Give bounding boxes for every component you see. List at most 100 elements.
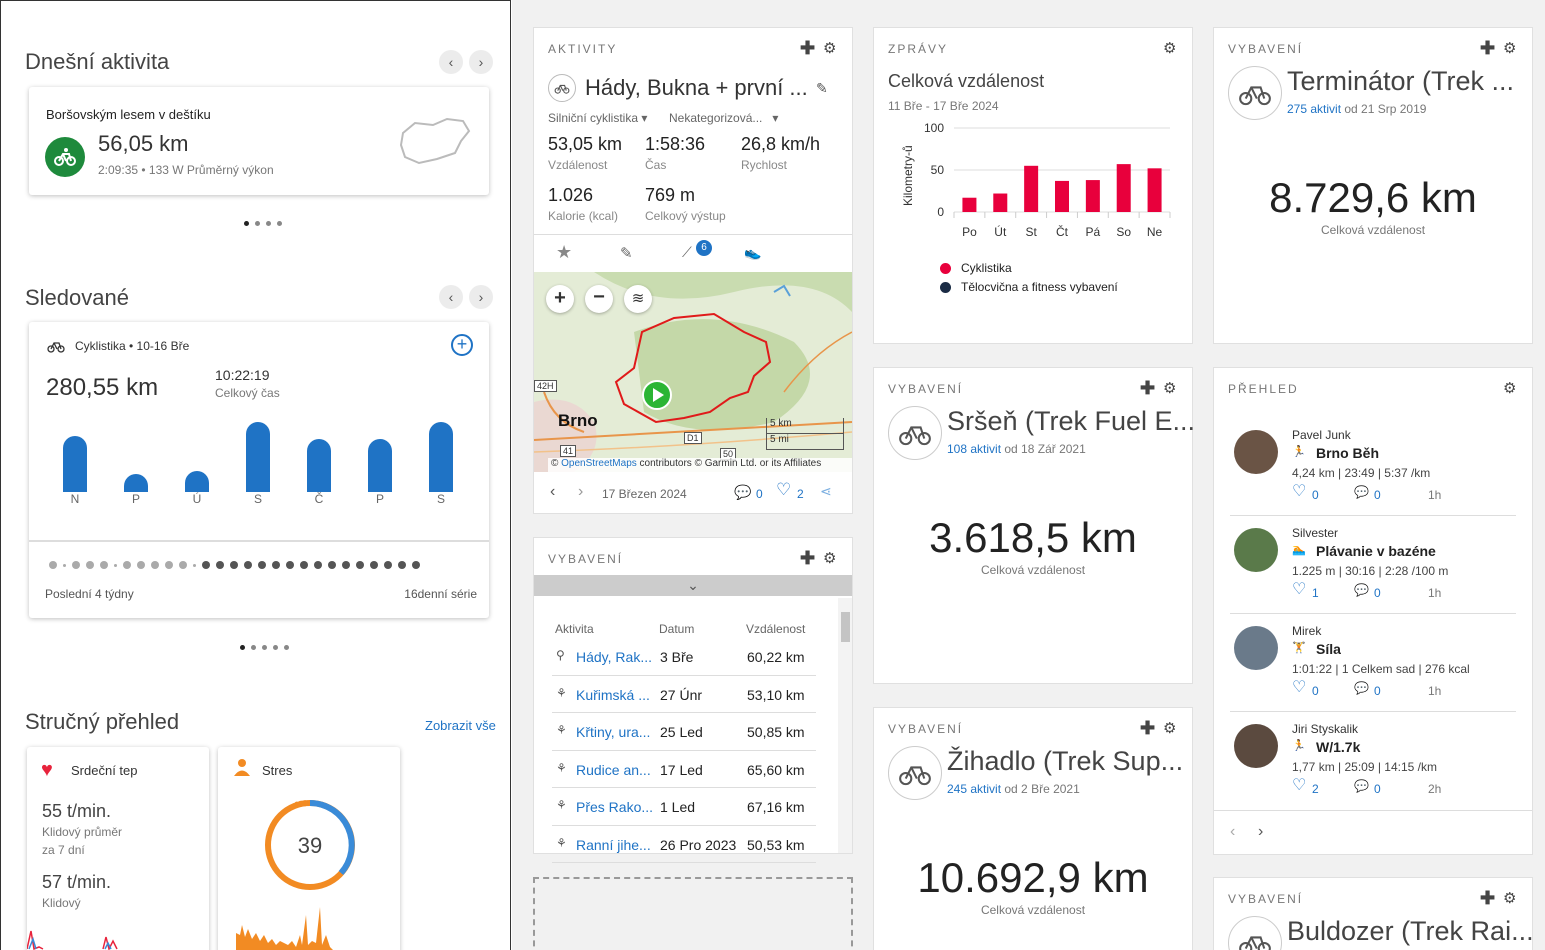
gear-icon[interactable]: ⚙	[823, 550, 837, 567]
add-icon[interactable]: ✚	[1140, 718, 1156, 738]
gear-card[interactable]: VYBAVENÍ ✚ ⚙ Žihadlo (Trek Sup... 245 ak…	[873, 707, 1193, 950]
add-icon[interactable]: ✚	[800, 38, 816, 58]
edit-note-icon[interactable]: ✎	[620, 245, 633, 262]
row-activity-link[interactable]: Křtiny, ura...	[576, 724, 651, 740]
gear-icon[interactable]: ⚙	[1163, 720, 1177, 737]
add-icon[interactable]: ✚	[800, 548, 816, 568]
feed-user[interactable]: Mirek	[1292, 624, 1322, 638]
share-icon[interactable]: ⋖	[820, 483, 832, 499]
feed-title[interactable]: Síla	[1316, 641, 1341, 657]
gear-icon[interactable]: ⚙	[1503, 380, 1517, 397]
feed-title[interactable]: Brno Běh	[1316, 445, 1379, 461]
today-activity-card[interactable]: Boršovským lesem v deštíku 56,05 km 2:09…	[29, 87, 489, 195]
bar[interactable]	[1085, 180, 1100, 212]
next-arrow-icon[interactable]: ›	[578, 483, 584, 500]
gear-name[interactable]: Žihadlo (Trek Sup...	[947, 746, 1184, 776]
pencil-icon[interactable]: ✎	[816, 80, 828, 96]
gear-name[interactable]: Buldozer (Trek Rai...	[1287, 916, 1534, 946]
avatar[interactable]	[1234, 724, 1278, 768]
add-widget-placeholder[interactable]	[533, 877, 853, 950]
add-icon[interactable]: ✚	[1480, 38, 1496, 58]
row-activity-link[interactable]: Ranní jihe...	[576, 836, 651, 853]
add-icon[interactable]: ✚	[1140, 378, 1156, 398]
table-row[interactable]: ⚘ Rudice an... 17 Led 65,60 km	[552, 751, 816, 788]
gear-icon[interactable]: ⚙	[1503, 40, 1517, 57]
table-row[interactable]: ⚘ Ranní jihe... 26 Pro 2023 50,53 km	[552, 826, 816, 863]
bar[interactable]	[1116, 164, 1131, 212]
gear-icon[interactable]: ⚙	[1163, 380, 1177, 397]
table-row[interactable]: ⚲ Hády, Rak... 3 Bře 60,22 km	[552, 638, 816, 676]
add-icon[interactable]: ✚	[1480, 888, 1496, 908]
activity-title[interactable]: Hády, Bukna + první ...	[585, 75, 808, 100]
gear-card[interactable]: VYBAVENÍ ✚ ⚙ Sršeň (Trek Fuel E... 108 a…	[873, 367, 1196, 684]
row-activity-link[interactable]: Hády, Rak...	[576, 649, 652, 665]
next-arrow-icon[interactable]: ›	[1258, 823, 1264, 840]
feed-item[interactable]: Pavel Junk 🏃 Brno Běh 4,24 km | 23:49 | 5:3…	[1230, 418, 1516, 516]
gear-activities-link[interactable]: 108 aktivit	[947, 442, 1002, 456]
table-row[interactable]: ⚘ Kuřimská ... 27 Únr 53,10 km	[552, 676, 816, 713]
bar[interactable]	[1147, 168, 1162, 212]
prev-arrow-icon[interactable]: ‹	[1230, 823, 1236, 840]
gear-activities-link[interactable]: 275 aktivit	[1287, 102, 1342, 116]
layers-icon[interactable]: ≋	[624, 285, 652, 313]
like-icon[interactable]: ♡	[1292, 581, 1307, 598]
avatar[interactable]	[1234, 626, 1278, 670]
gear-icon[interactable]: ⚙	[1163, 40, 1177, 57]
like-icon[interactable]: ♡	[776, 480, 792, 499]
scrollbar[interactable]	[838, 598, 852, 853]
osm-link[interactable]: OpenStreetMaps	[561, 458, 637, 469]
next-arrow-icon[interactable]: ›	[469, 285, 493, 309]
star-icon[interactable]: ★	[556, 242, 573, 262]
feed-user[interactable]: Pavel Junk	[1292, 428, 1351, 442]
show-all-link[interactable]: Zobrazit vše	[425, 718, 496, 733]
zoom-out-button[interactable]: −	[585, 285, 613, 313]
feed-item[interactable]: Silvester 🏊 Plávanie v bazéne 1.225 m | 30:…	[1230, 516, 1516, 614]
like-icon[interactable]: ♡	[1292, 777, 1307, 794]
map[interactable]: + − ≋ Brno 42H 41 D1 50 5 km 5 mi © Open…	[534, 272, 852, 472]
gear-card[interactable]: VYBAVENÍ ✚ ⚙ Terminátor (Trek ... 275 ak…	[1213, 27, 1533, 344]
tracked-card[interactable]: Cyklistika • 10-16 Bře + 280,55 km 10:22…	[29, 322, 489, 618]
feed-item[interactable]: Jiri Styskalik 🏃 W/1.7k 1,77 km | 25:09 | 1…	[1230, 712, 1516, 810]
bar[interactable]	[993, 193, 1008, 212]
prev-arrow-icon[interactable]: ‹	[550, 483, 556, 500]
gear-icon[interactable]: ⚙	[1503, 890, 1517, 907]
stress-card[interactable]: Stres 39	[218, 747, 400, 950]
feed-user[interactable]: Jiri Styskalik	[1292, 722, 1359, 736]
bar[interactable]	[1055, 180, 1069, 212]
like-icon[interactable]: ♡	[1292, 483, 1307, 500]
add-circle-icon[interactable]: +	[451, 334, 473, 356]
prev-arrow-icon[interactable]: ‹	[439, 50, 463, 74]
gear-name[interactable]: Terminátor (Trek ...	[1287, 66, 1515, 96]
row-activity-link[interactable]: Kuřimská ...	[576, 686, 650, 703]
segments-icon[interactable]: ⟋	[682, 244, 692, 260]
collapse-bar[interactable]: ⌄	[534, 575, 852, 596]
avatar[interactable]	[1234, 430, 1278, 474]
comment-icon[interactable]: 💬	[734, 484, 752, 500]
zoom-in-button[interactable]: +	[546, 285, 574, 313]
bar[interactable]	[962, 197, 977, 212]
table-row[interactable]: ⚘ Křtiny, ura... 25 Led 50,85 km	[552, 713, 816, 751]
gear-card[interactable]: VYBAVENÍ ✚ ⚙ Buldozer (Trek Rai...	[1213, 877, 1534, 950]
shoe-icon[interactable]: 👟	[744, 244, 762, 260]
table-row[interactable]: ⚘ Přes Rako... 1 Led 67,16 km	[552, 788, 816, 826]
activity-type-dropdown[interactable]: Silniční cyklistika ▾	[548, 111, 647, 125]
gear-name[interactable]: Sršeň (Trek Fuel E...	[947, 406, 1196, 436]
next-arrow-icon[interactable]: ›	[469, 50, 493, 74]
feed-title[interactable]: Plávanie v bazéne	[1316, 543, 1436, 559]
comment-icon[interactable]: 💬	[1354, 485, 1369, 499]
gear-activities-link[interactable]: 245 aktivit	[947, 782, 1002, 796]
start-marker-icon[interactable]	[642, 380, 672, 410]
like-icon[interactable]: ♡	[1292, 679, 1307, 696]
scrollbar-thumb[interactable]	[841, 612, 850, 642]
bar[interactable]	[1024, 165, 1039, 212]
prev-arrow-icon[interactable]: ‹	[439, 285, 463, 309]
comment-icon[interactable]: 💬	[1354, 779, 1369, 793]
avatar[interactable]	[1234, 528, 1278, 572]
comment-icon[interactable]: 💬	[1354, 583, 1369, 597]
feed-user[interactable]: Silvester	[1292, 526, 1339, 540]
gear-icon[interactable]: ⚙	[823, 40, 837, 57]
row-activity-link[interactable]: Přes Rako...	[576, 799, 654, 815]
comment-icon[interactable]: 💬	[1354, 681, 1369, 695]
feed-title[interactable]: W/1.7k	[1316, 739, 1361, 755]
activity-category-dropdown[interactable]: Nekategorizová... ▾	[669, 111, 778, 125]
